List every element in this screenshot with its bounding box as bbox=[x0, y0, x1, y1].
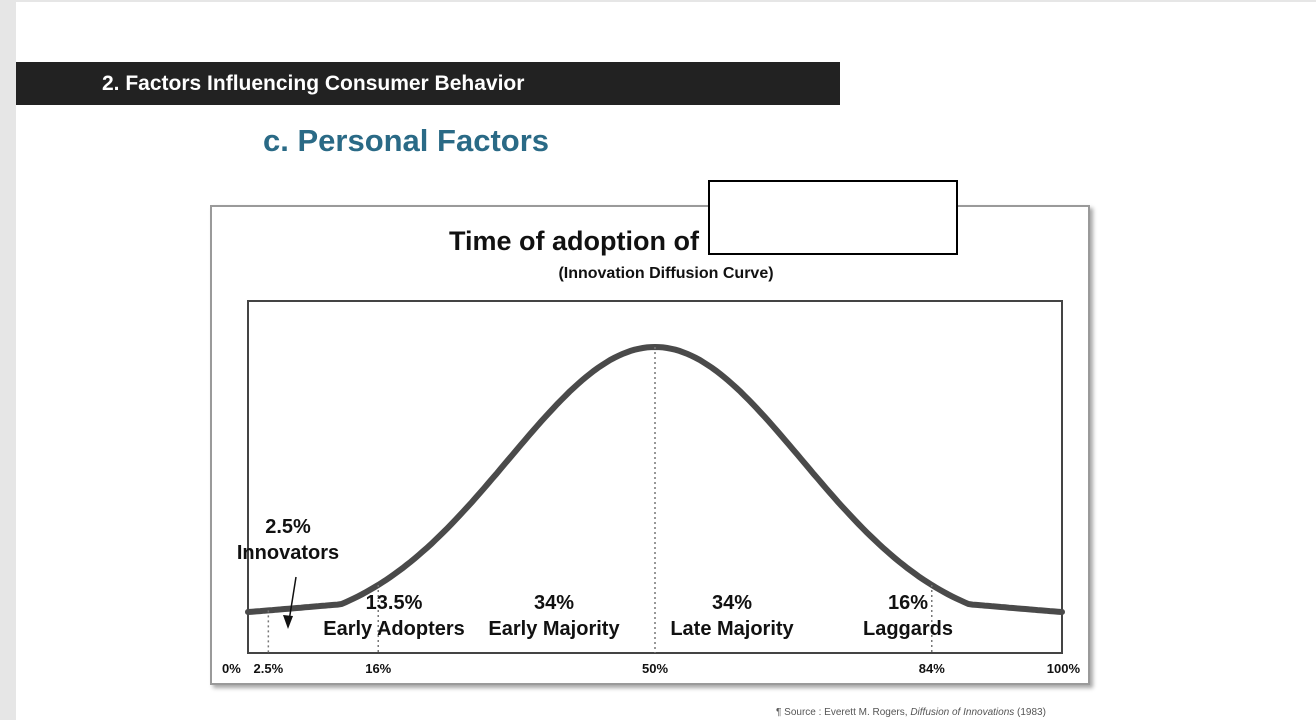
section-title-bar: 2. Factors Influencing Consumer Behavior bbox=[16, 62, 840, 105]
segment-name: Innovators bbox=[237, 542, 339, 564]
segment-name: Late Majority bbox=[670, 618, 794, 640]
segment-percent: 2.5% bbox=[265, 516, 311, 538]
source-citation: ¶ Source : Everett M. Rogers, Diffusion … bbox=[776, 707, 1046, 718]
innovators-arrowhead bbox=[283, 615, 293, 629]
source-year: (1983) bbox=[1014, 707, 1046, 718]
x-tick-label: 0% bbox=[222, 661, 241, 676]
x-tick-label: 50% bbox=[642, 661, 668, 676]
segment-percent: 34% bbox=[534, 592, 574, 614]
segment-percent: 34% bbox=[712, 592, 752, 614]
chart-subtitle: (Innovation Diffusion Curve) bbox=[558, 265, 773, 282]
segment-name: Laggards bbox=[863, 618, 953, 640]
x-tick-label: 2.5% bbox=[254, 661, 284, 676]
chart-title: Time of adoption of bbox=[449, 226, 700, 256]
segment-percent: 16% bbox=[888, 592, 928, 614]
plot-layer: 0% 2.5% 16% 50% 84% 100% 2.5% Innovators 13.5% Ea… bbox=[222, 343, 1081, 676]
x-tick-label: 100% bbox=[1047, 661, 1081, 676]
slide-subtitle: c. Personal Factors bbox=[263, 123, 550, 158]
diffusion-figure: Time of adoption of (Innovation Diffusio… bbox=[210, 205, 1090, 685]
redaction-box bbox=[708, 180, 958, 255]
segment-name: Early Majority bbox=[488, 618, 620, 640]
segment-name: Early Adopters bbox=[323, 618, 465, 640]
x-tick-label: 16% bbox=[365, 661, 391, 676]
diffusion-chart: Time of adoption of (Innovation Diffusio… bbox=[222, 226, 1081, 676]
segment-percent: 13.5% bbox=[366, 592, 423, 614]
innovators-arrow bbox=[288, 576, 297, 622]
x-tick-label: 84% bbox=[919, 661, 945, 676]
source-work: Diffusion of Innovations bbox=[910, 707, 1015, 718]
source-prefix: ¶ Source : Everett M. Rogers, bbox=[776, 707, 911, 718]
